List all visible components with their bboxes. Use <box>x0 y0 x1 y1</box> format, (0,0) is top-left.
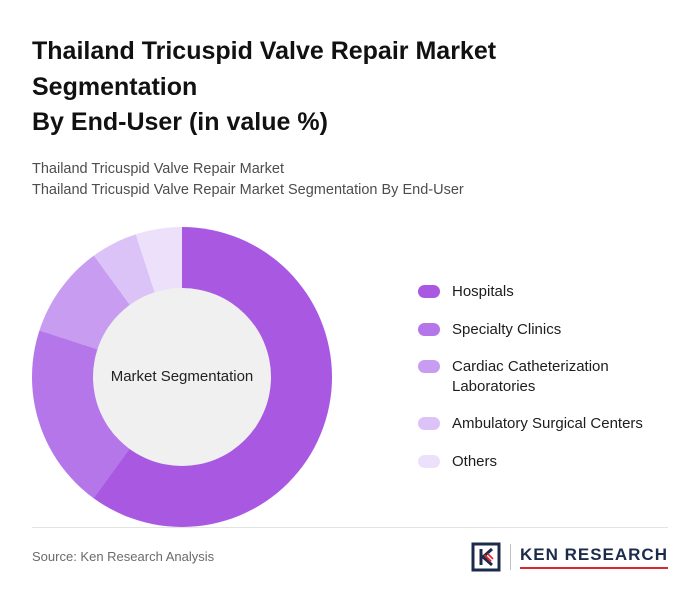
legend-label: Others <box>452 452 498 470</box>
subtitle-block: Thailand Tricuspid Valve Repair Market T… <box>32 159 668 201</box>
legend-swatch-hospitals <box>418 285 440 299</box>
legend-label: Cardiac Catheterization Laboratories <box>452 358 609 395</box>
donut-chart: Market Segmentation <box>32 226 332 527</box>
legend-swatch-cardiac-catheterization-laboratories <box>418 360 440 374</box>
footer: Source: Ken Research Analysis KEN RESEAR… <box>32 526 668 572</box>
donut-center-label: Market Segmentation <box>110 368 254 386</box>
legend-label: Hospitals <box>452 283 514 301</box>
page-title: Thailand Tricuspid Valve Repair Market S… <box>32 37 497 136</box>
legend-swatch-specialty-clinics <box>418 322 440 336</box>
chart-legend: Hospitals Specialty Clinics Cardiac Cath… <box>418 282 668 471</box>
subtitle-line-1: Thailand Tricuspid Valve Repair Market <box>32 160 284 177</box>
legend-swatch-ambulatory-surgical-centers <box>418 417 440 431</box>
legend-item-cardiac-catheterization-laboratories: Cardiac Catheterization Laboratories <box>418 357 668 396</box>
chart-area: Market Segmentation Hospitals Specialty … <box>32 226 668 527</box>
donut-chart-wrap: Market Segmentation <box>32 226 332 527</box>
donut-center: Market Segmentation <box>93 287 271 466</box>
brand-underline <box>519 566 668 569</box>
logo-divider <box>509 543 511 570</box>
legend-item-specialty-clinics: Specialty Clinics <box>418 320 668 340</box>
source-note: Source: Ken Research Analysis <box>32 549 215 565</box>
content-card: Thailand Tricuspid Valve Repair Market S… <box>0 8 700 591</box>
legend-swatch-others <box>418 454 440 468</box>
ken-research-logo: KEN RESEARCH <box>471 542 668 572</box>
ken-research-logo-mark <box>471 542 501 572</box>
legend-label: Specialty Clinics <box>452 320 562 338</box>
brand-name: KEN RESEARCH <box>519 544 668 564</box>
legend-label: Ambulatory Surgical Centers <box>452 415 643 433</box>
legend-item-others: Others <box>418 452 668 472</box>
subtitle-line-2: Thailand Tricuspid Valve Repair Market S… <box>32 181 464 198</box>
footer-divider <box>32 526 668 528</box>
legend-item-ambulatory-surgical-centers: Ambulatory Surgical Centers <box>418 414 668 434</box>
legend-item-hospitals: Hospitals <box>418 282 668 302</box>
